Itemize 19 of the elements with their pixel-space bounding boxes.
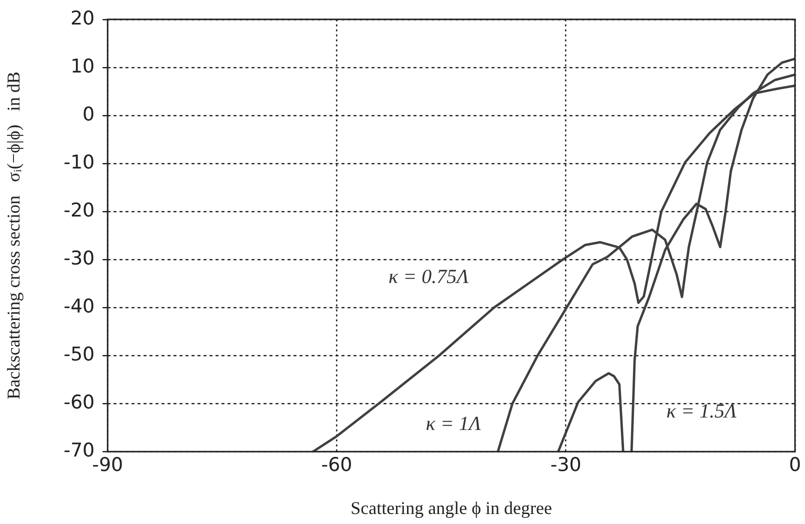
y-tick-label: 0 <box>82 103 95 126</box>
y-tick-label: -10 <box>64 151 95 174</box>
y-tick-label: 10 <box>70 55 95 78</box>
x-tick-label: -90 <box>92 454 124 476</box>
x-axis-title: Scattering angle ϕ in degree <box>350 498 552 518</box>
x-tick-label: -60 <box>321 454 352 476</box>
y-tick-label: -60 <box>64 392 95 414</box>
y-tick-label: -40 <box>64 295 95 318</box>
y-tick-label: -20 <box>64 199 95 222</box>
y-tick-label: -50 <box>64 343 95 366</box>
annotation: κ = 1.5Λ <box>666 400 737 423</box>
annotation: κ = 0.75Λ <box>388 266 469 288</box>
y-tick-label: -70 <box>64 440 95 462</box>
x-tick-label: 0 <box>788 454 802 476</box>
x-tick-label: -30 <box>550 454 582 476</box>
annotation: κ = 1Λ <box>426 413 481 436</box>
y-tick-label: 20 <box>70 7 95 30</box>
y-axis-title: Backscattering cross section σᵢ(−ϕ|ϕ) in dB <box>4 72 24 400</box>
y-tick-label: -30 <box>64 247 95 270</box>
